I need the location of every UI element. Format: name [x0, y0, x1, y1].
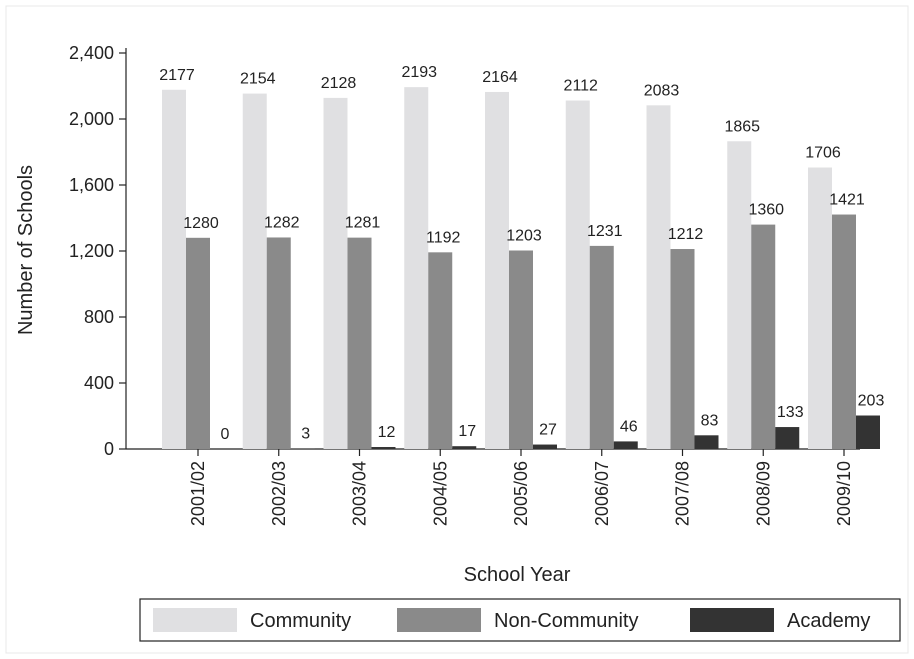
- bar-community: [808, 167, 832, 449]
- bar-value-label: 1865: [724, 118, 760, 135]
- bar-value-label: 133: [777, 404, 804, 421]
- bar-value-label: 1706: [805, 145, 841, 162]
- y-tick-label: 1,200: [69, 241, 114, 261]
- bar-non-community: [509, 250, 533, 449]
- bar-value-label: 17: [458, 423, 476, 440]
- legend-swatch-community: [153, 608, 237, 632]
- bar-value-label: 1212: [668, 226, 704, 243]
- bar-community: [242, 93, 267, 449]
- legend-swatch-non-community: [397, 608, 481, 632]
- bar-non-community: [266, 237, 291, 449]
- bar-academy: [452, 446, 477, 449]
- bar-academy: [371, 447, 396, 449]
- x-tick-label: 2003/04: [350, 461, 370, 526]
- x-tick-label: 2002/03: [269, 461, 289, 526]
- bar-academy: [694, 435, 719, 449]
- bar-value-label: 2193: [401, 64, 437, 81]
- legend-swatch-academy: [690, 608, 774, 632]
- bars-group: [162, 87, 880, 450]
- y-tick-label: 1,600: [69, 175, 114, 195]
- bar-non-community: [751, 224, 776, 449]
- bar-non-community: [670, 249, 695, 449]
- bar-academy: [775, 427, 800, 449]
- x-tick-label: 2007/08: [673, 461, 693, 526]
- bar-value-label: 83: [701, 412, 719, 429]
- y-axis: 0 400 800 1,200 1,600 2,000 2,400: [69, 43, 127, 459]
- bar-community: [727, 141, 752, 449]
- bar-value-label: 2128: [321, 75, 357, 92]
- bar-value-label: 1421: [829, 192, 865, 209]
- y-tick-label: 800: [84, 307, 114, 327]
- legend-label: Community: [250, 610, 351, 632]
- bar-community: [162, 89, 186, 450]
- x-tick-label: 2005/06: [511, 461, 531, 526]
- bar-value-label: 2083: [644, 82, 680, 99]
- bar-value-label: 1280: [183, 215, 219, 232]
- bar-community: [646, 105, 671, 450]
- y-tick-label: 400: [84, 373, 114, 393]
- bar-value-label: 1203: [506, 228, 542, 245]
- bar-value-label: 3: [301, 426, 310, 443]
- bar-value-label: 1282: [264, 214, 300, 231]
- bar-value-label: 46: [620, 418, 638, 435]
- y-tick-label: 0: [104, 439, 114, 459]
- bar-value-label: 2154: [240, 71, 276, 88]
- bar-value-label: 1281: [345, 215, 381, 232]
- bar-value-label: 1360: [748, 202, 784, 219]
- x-tick-label: 2008/09: [753, 461, 773, 526]
- y-tick-label: 2,400: [69, 43, 114, 63]
- bar-community: [323, 97, 348, 449]
- bar-non-community: [589, 245, 614, 449]
- bar-value-label: 1231: [587, 223, 623, 240]
- x-tick-label: 2009/10: [834, 461, 854, 526]
- x-tick-label: 2006/07: [592, 461, 612, 526]
- bar-academy: [533, 444, 557, 449]
- bar-value-label: 203: [858, 393, 885, 410]
- y-tick-label: 2,000: [69, 109, 114, 129]
- bar-academy: [856, 415, 880, 449]
- bar-non-community: [428, 252, 453, 449]
- bar-community: [404, 87, 429, 449]
- bar-value-label: 0: [221, 426, 230, 443]
- legend-label: Academy: [787, 610, 870, 632]
- x-axis-title: School Year: [464, 564, 571, 586]
- bar-value-label: 2112: [564, 78, 599, 95]
- bar-value-label: 27: [539, 422, 557, 439]
- bar-non-community: [832, 214, 856, 449]
- x-tick-label: 2004/05: [430, 461, 450, 526]
- value-labels-group: 2177 1280 0 2154 1282 3 2128 1281 12 2193 1192 17 21…: [159, 64, 884, 443]
- bar-non-community: [186, 237, 210, 449]
- legend: Community Non-Community Academy: [139, 598, 901, 642]
- bar-value-label: 12: [378, 424, 396, 441]
- x-tick-label: 2001/02: [188, 461, 208, 526]
- bar-value-label: 2164: [482, 69, 518, 86]
- bar-community: [565, 100, 590, 450]
- bar-value-label: 1192: [426, 229, 461, 246]
- bar-non-community: [347, 237, 372, 449]
- bar-academy: [613, 441, 638, 449]
- y-axis-title: Number of Schools: [15, 165, 37, 335]
- bar-value-label: 2177: [159, 67, 195, 84]
- bar-community: [485, 91, 509, 449]
- legend-label: Non-Community: [494, 610, 638, 632]
